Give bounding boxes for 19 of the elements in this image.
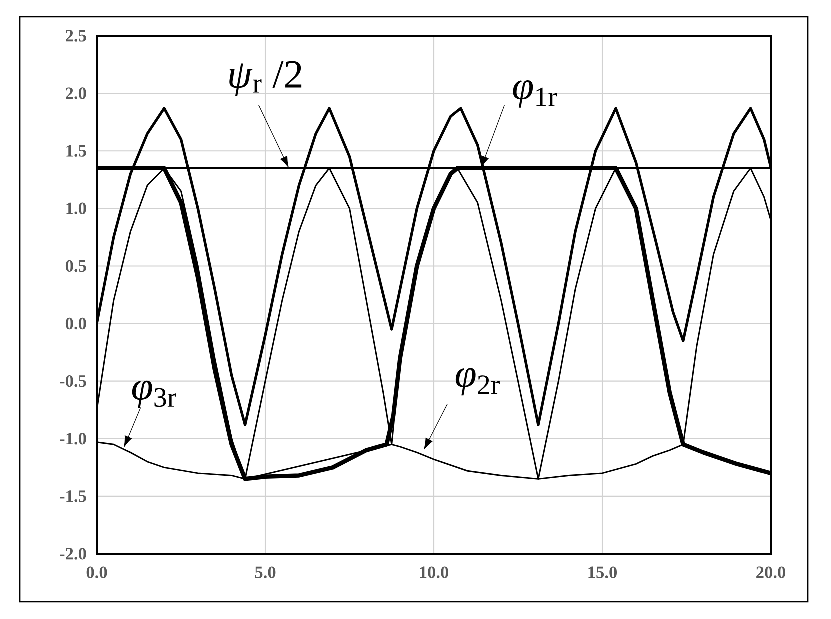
y-tick-label: 0.0 — [66, 318, 86, 330]
y-tick-label: 2.5 — [66, 30, 86, 42]
y-tick-label: -2.0 — [60, 548, 86, 560]
annotation: φ$_{3r}$ — [132, 380, 176, 408]
annotation: ψ$_{r}$ /2 — [230, 61, 302, 96]
x-tick-label: 15.0 — [588, 566, 618, 578]
x-tick-label: 10.0 — [420, 566, 449, 578]
y-tick-label: -1.0 — [60, 433, 86, 445]
y-tick-label: 0.5 — [66, 260, 86, 272]
annotation: φ$_{1r}$ — [513, 80, 558, 108]
y-tick-label: 1.0 — [66, 202, 86, 215]
annotation: φ$_{2r}$ — [456, 368, 500, 396]
x-tick-label: 20.0 — [756, 566, 786, 578]
y-tick-label: 2.0 — [66, 88, 86, 100]
y-tick-label: -1.5 — [60, 490, 86, 502]
x-tick-label: 5.0 — [255, 566, 276, 578]
y-tick-label: -0.5 — [60, 375, 86, 388]
x-tick-label: 0.0 — [86, 566, 108, 578]
y-tick-label: 1.5 — [66, 145, 86, 157]
